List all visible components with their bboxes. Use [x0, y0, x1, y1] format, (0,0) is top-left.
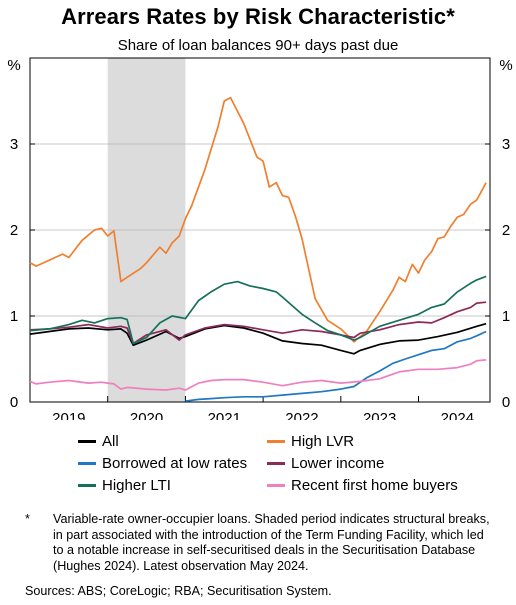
y-tick-label-right: 2 — [502, 222, 510, 239]
y-tick-label-left: 2 — [10, 222, 18, 239]
legend-label-borrowed-low-rates: Borrowed at low rates — [102, 455, 248, 472]
y-unit-left: % — [7, 57, 20, 74]
series-line-2 — [185, 330, 487, 402]
y-tick-label-right: 1 — [502, 308, 510, 325]
legend-label-high-lvr: High LVR — [291, 433, 355, 450]
y-tick-label-right: 0 — [502, 394, 510, 411]
chart-title: Arrears Rates by Risk Characteristic* — [61, 4, 455, 29]
legend-label-all: All — [102, 433, 119, 450]
footnote-marker: * — [25, 512, 30, 526]
x-tick-label: 2020 — [130, 410, 163, 420]
legend-label-lower-income: Lower income — [291, 455, 385, 472]
x-tick-label: 2019 — [52, 410, 85, 420]
y-tick-label-left: 0 — [10, 394, 18, 411]
legend-label-recent-fhb: Recent first home buyers — [291, 477, 458, 494]
legend-swatch-high-lvr — [267, 440, 285, 443]
legend-item-higher-lti: Higher LTI — [78, 477, 171, 494]
x-tick-label: 2021 — [208, 410, 241, 420]
x-tick-label: 2022 — [285, 410, 318, 420]
legend-item-high-lvr: High LVR — [267, 433, 354, 450]
legend-item-all: All — [78, 433, 119, 450]
series-line-0 — [29, 322, 487, 355]
x-tick-label: 2023 — [363, 410, 396, 420]
legend-swatch-lower-income — [267, 462, 285, 465]
y-tick-label-left: 3 — [10, 136, 18, 153]
y-tick-label-right: 3 — [502, 136, 510, 153]
series-line-3 — [29, 301, 487, 345]
y-unit-right: % — [499, 57, 512, 74]
legend-item-lower-income: Lower income — [267, 455, 384, 472]
footnote-text: Variable-rate owner-occupier loans. Shad… — [53, 512, 490, 573]
sources-note: Sources: ABS; CoreLogic; RBA; Securitisa… — [25, 584, 332, 598]
y-tick-label-left: 1 — [10, 308, 18, 325]
series-line-5 — [29, 359, 487, 391]
legend-swatch-all — [78, 440, 96, 443]
legend-item-recent-fhb: Recent first home buyers — [267, 477, 458, 494]
legend-swatch-higher-lti — [78, 484, 96, 487]
legend-item-borrowed-low-rates: Borrowed at low rates — [78, 455, 247, 472]
legend-swatch-borrowed-low-rates — [78, 462, 96, 465]
legend-swatch-recent-fhb — [267, 484, 285, 487]
x-tick-label: 2024 — [441, 410, 474, 420]
series-line-4 — [29, 275, 487, 345]
chart-area: 0 0 1 1 2 2 3 3% % 2019 2020 2021 2022 2023 2024 — [7, 57, 512, 420]
legend-label-higher-lti: Higher LTI — [102, 477, 171, 494]
series-line-1 — [29, 96, 487, 343]
chart-subtitle: Share of loan balances 90+ days past due — [117, 37, 399, 54]
